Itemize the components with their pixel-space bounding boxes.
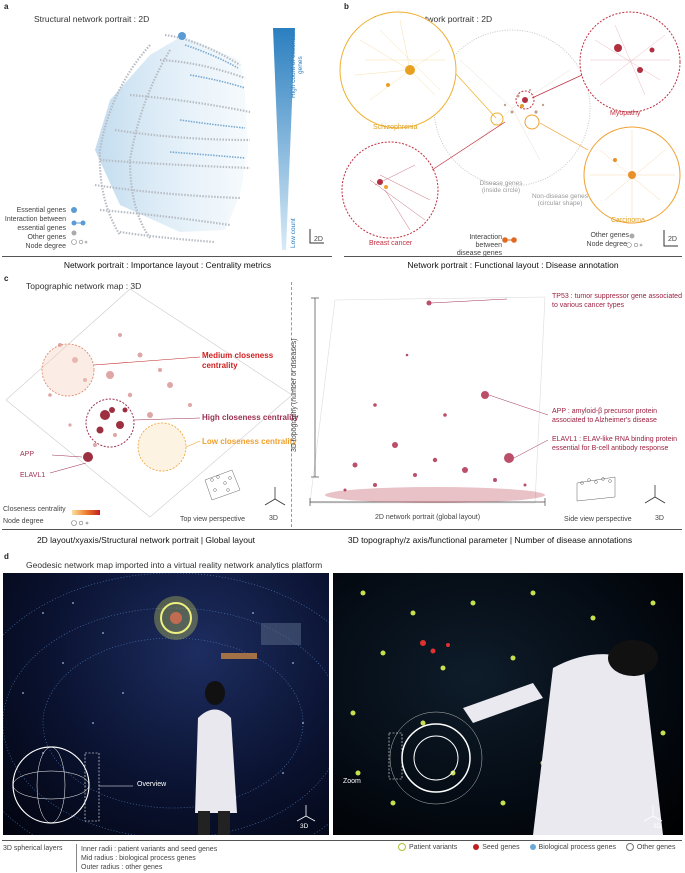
layer-mid: Mid radius : biological process genes <box>81 855 196 862</box>
node-degree-label: Node degree <box>586 241 627 248</box>
layer-inner: Inner radii : patient variants and seed … <box>81 846 218 853</box>
panel-c-divider <box>291 282 292 527</box>
panel-c-axis-label-right: 3D <box>655 515 664 522</box>
layer-outer: Outer radius : other genes <box>81 864 163 871</box>
panel-d-legend: Patient variants Seed genes Biological p… <box>398 843 675 851</box>
panel-b-title: Functional network portrait : 2D <box>374 14 493 24</box>
panel-b-network <box>339 11 681 248</box>
elavl1-annotation: ELAVL1 : ELAV-like RNA binding protein e… <box>552 436 678 452</box>
legend-patient: Patient variants <box>398 843 457 851</box>
low-centrality-label: Low closeness centrality <box>202 437 297 446</box>
panel-a-caption: Network portrait : Importance layout : C… <box>63 260 272 270</box>
legend-degree: Node degree <box>25 243 66 250</box>
legend-interaction: Interaction between essential genes <box>4 216 66 232</box>
panel-b-axis-label: 2D <box>668 236 677 243</box>
schizophrenia-label: Schizophrenia <box>373 124 418 131</box>
gradient-low-label: Low count <box>290 218 297 248</box>
panel-a-legend-markers <box>71 207 88 245</box>
axis-2d-icon <box>309 229 324 244</box>
z-axis-label: 3D topography (number of diseases) <box>291 338 298 452</box>
app-label: APP <box>20 451 35 458</box>
medium-centrality-label: Medium closeness centrality <box>202 351 274 370</box>
layers-title: 3D spherical layers <box>3 845 63 852</box>
vr-overview-photo <box>3 573 329 835</box>
app-annotation: APP : amyloid-β precursor protein associ… <box>552 408 658 424</box>
panel-d-title: Geodesic network map imported into a vir… <box>26 560 323 570</box>
panel-c-title: Topographic network map : 3D <box>26 281 142 291</box>
disease-genes-label: Disease genes (inside circle) <box>479 180 523 194</box>
vr-zoom-photo <box>333 573 683 835</box>
top-view-label: Top view perspective <box>180 516 245 523</box>
overview-label: Overview <box>137 781 167 788</box>
high-centrality-label: High closeness centrality <box>202 413 299 422</box>
tp53-annotation: TP53 : tumor suppressor gene associated … <box>552 293 682 309</box>
panel-c-caption-right: 3D topography/z axis/functional paramete… <box>347 535 633 545</box>
x-axis-label: 2D network portrait (global layout) <box>375 514 481 521</box>
panel-c-node-degree: Node degree <box>3 518 44 525</box>
panel-a-axis-label: 2D <box>314 236 323 243</box>
panel-a-legend: Essential genes Interaction between esse… <box>2 206 66 251</box>
legend-other-genes: Other genes <box>625 843 675 851</box>
legend-essential: Essential genes <box>16 207 66 214</box>
panel-a-title: Structural network portrait : 2D <box>34 14 150 24</box>
zoom-label: Zoom <box>343 778 361 785</box>
carcinoma-label: Carcinoma <box>611 217 645 224</box>
panel-d-axis-label-right: 3D <box>653 823 662 830</box>
panel-d-letter: d <box>4 552 9 561</box>
breast-cancer-label: Breast cancer <box>369 240 413 247</box>
panel-b-letter: b <box>344 2 349 11</box>
panel-a-letter: a <box>4 2 9 11</box>
side-view-label: Side view perspective <box>564 516 632 523</box>
panel-a-network <box>94 28 295 250</box>
layers-list: Inner radii : patient variants and seed … <box>81 845 217 872</box>
interaction-label: Interaction between disease genes <box>456 234 502 257</box>
elavl1-label: ELAVL1 <box>20 472 46 479</box>
legend-bio: Biological process genes <box>529 844 616 851</box>
legend-seed: Seed genes <box>473 844 520 851</box>
gradient-high-label: High count of essential genes <box>290 32 304 98</box>
other-genes-label: Other genes <box>590 232 629 239</box>
panel-c-topography <box>309 296 666 506</box>
non-disease-genes-label: Non-disease genes (circular shape) <box>531 193 588 207</box>
closeness-label: Closeness centrality <box>3 506 66 513</box>
panel-c-letter: c <box>4 274 9 283</box>
panel-c-axis-label-left: 3D <box>269 515 278 522</box>
myopathy-label: Myopathy <box>610 110 641 117</box>
panel-b-caption: Network portrait : Functional layout : D… <box>407 260 619 270</box>
panel-d-axis-label-left: 3D <box>300 823 309 830</box>
panel-c-top-view <box>5 288 293 526</box>
panel-c-caption-left: 2D layout/xyaxis/Structural network port… <box>36 535 256 545</box>
legend-other: Other genes <box>27 234 66 241</box>
